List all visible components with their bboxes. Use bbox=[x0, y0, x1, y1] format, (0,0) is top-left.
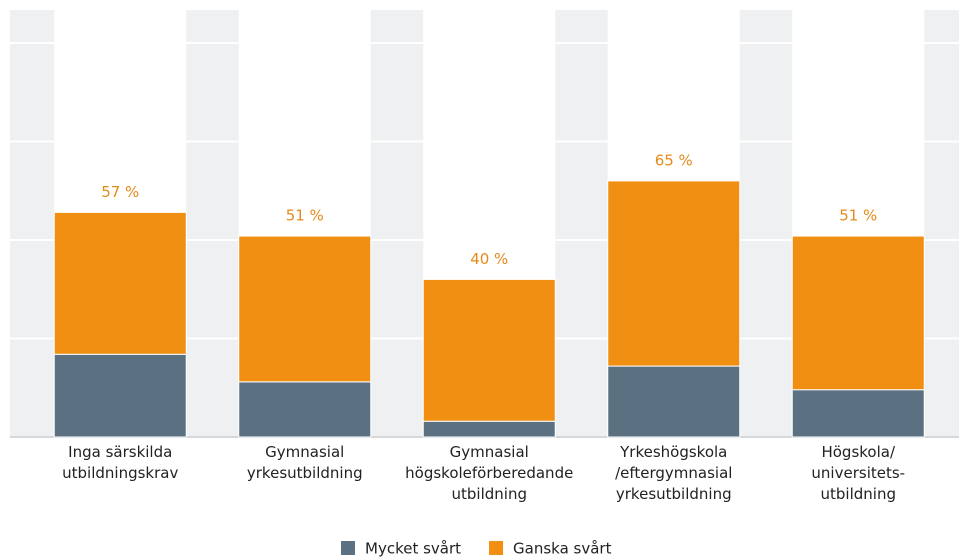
legend-label: Mycket svårt bbox=[365, 540, 461, 558]
x-tick-label: Inga särskilda utbildningskrav bbox=[62, 443, 179, 482]
total-label: 40 % bbox=[470, 250, 508, 268]
x-tick-label: Högskola/ universitets- utbildning bbox=[811, 443, 906, 503]
bar-segment bbox=[422, 420, 556, 438]
bar-segment bbox=[53, 211, 187, 355]
bar-segment bbox=[238, 235, 372, 383]
total-label: 51 % bbox=[286, 207, 324, 225]
bar-segment bbox=[791, 389, 925, 438]
bar-segment bbox=[238, 381, 372, 438]
bar-segment bbox=[791, 235, 925, 391]
bar-segment bbox=[607, 180, 741, 367]
total-label: 57 % bbox=[101, 183, 139, 201]
legend-swatch bbox=[489, 541, 504, 555]
bar-segment bbox=[422, 278, 556, 422]
bar-segment bbox=[53, 353, 187, 438]
x-tick-label: Yrkeshögskola /eftergymnasial yrkesutbil… bbox=[615, 443, 733, 503]
legend-swatch bbox=[341, 541, 355, 555]
x-tick-label: Gymnasial yrkesutbildning bbox=[246, 443, 363, 482]
legend-label: Ganska svårt bbox=[513, 540, 612, 558]
x-tick-label: Gymnasial högskoleförberedande utbildnin… bbox=[405, 443, 574, 503]
bar-segment bbox=[607, 365, 741, 438]
total-label: 65 % bbox=[655, 151, 693, 169]
total-label: 51 % bbox=[839, 207, 877, 225]
